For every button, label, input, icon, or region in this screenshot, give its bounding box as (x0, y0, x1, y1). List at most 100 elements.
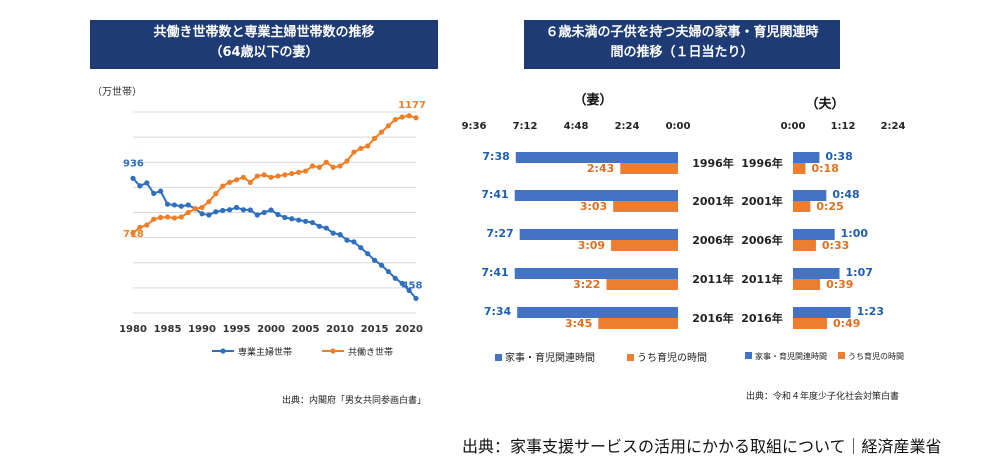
data-point-full_time_housewife (144, 180, 150, 186)
data-point-full_time_housewife (302, 218, 309, 224)
wife-axis-tick: 9:36 (462, 121, 487, 132)
data-point-full_time_housewife (220, 207, 226, 214)
wife-year-label: 2001年 (692, 194, 734, 208)
line-chart: （万世帯） 1980 1985 1990 1995 2000 2005 2010 2015 202… (92, 85, 426, 358)
data-point-full_time_housewife (137, 183, 143, 189)
husband-year-label: 2011年 (741, 272, 783, 286)
x-tick-label: 1980 (119, 324, 147, 335)
x-tick-label: 2005 (292, 324, 320, 335)
husband-year-label: 1996年 (741, 156, 783, 170)
husband-childcare-bar (793, 201, 811, 212)
data-point-dual_income (130, 230, 136, 236)
wife-total-label: 7:41 (481, 266, 508, 279)
wife-total-bar (514, 190, 678, 201)
data-point-full_time_housewife (233, 204, 240, 211)
data-point-dual_income (171, 215, 178, 221)
right-title-line1: ６歳未満の子供を持つ夫婦の家事・育児関連時 (545, 25, 819, 40)
data-point-full_time_housewife (130, 175, 136, 181)
wife-childcare-bar (611, 240, 678, 251)
data-point-full_time_housewife (158, 188, 164, 194)
x-tick-label: 1995 (223, 324, 251, 335)
data-point-full_time_housewife (316, 223, 322, 229)
data-point-dual_income (358, 145, 364, 152)
husband-childcare-bar (793, 279, 821, 290)
husband-childcare-label: 0:25 (816, 200, 843, 213)
wife-childcare-label: 3:03 (580, 200, 607, 213)
left-chart-title: 共働き世帯数と専業主婦世帯数の推移 （64歳以下の妻） (90, 20, 438, 69)
husband-axis-tick: 0:00 (781, 121, 806, 132)
wife-total-bar (514, 268, 678, 279)
data-point-dual_income (164, 214, 171, 220)
wife-year-label: 1996年 (692, 156, 734, 170)
husband-legend-swatch (745, 352, 752, 359)
legend-label-dual_income: 共働き世帯 (348, 346, 393, 358)
legend-marker-dual_income (330, 348, 336, 354)
wife-childcare-bar (606, 279, 678, 290)
data-point-dual_income (344, 158, 350, 164)
data-point-dual_income (220, 183, 226, 189)
wife-childcare-bar (598, 318, 678, 329)
data-point-full_time_housewife (385, 268, 391, 275)
right-source: 出典：令和４年度少子化社会対策白書 (746, 392, 900, 402)
data-point-dual_income (158, 214, 164, 221)
data-point-dual_income (199, 204, 205, 211)
husband-total-label: 1:07 (846, 266, 873, 279)
data-point-full_time_housewife (330, 230, 336, 236)
data-point-dual_income (296, 169, 302, 175)
data-point-dual_income (137, 224, 143, 230)
start-value-label-full_time_housewife: 936 (123, 158, 144, 169)
data-point-dual_income (192, 206, 198, 212)
husband-childcare-bar (793, 318, 828, 329)
page-footer-source: 出典：家事支援サービスの活用にかかる取組について｜経済産業省 (462, 437, 942, 456)
husband-total-bar (793, 152, 820, 163)
data-point-dual_income (247, 179, 253, 185)
data-point-full_time_housewife (282, 214, 288, 221)
right-title-line2: 間の推移（１日当たり） (610, 45, 754, 60)
data-point-dual_income (413, 115, 419, 121)
wife-legend-swatch (627, 354, 634, 361)
wife-childcare-bar (620, 163, 678, 174)
data-point-dual_income (268, 174, 274, 180)
data-point-full_time_housewife (178, 203, 184, 209)
husband-legend-label: うち育児の時間 (848, 351, 904, 361)
husband-childcare-label: 0:18 (812, 162, 839, 175)
end-value-label-full_time_housewife: 458 (402, 280, 423, 291)
x-tick-label: 1985 (154, 324, 182, 335)
legend-label-full_time_housewife: 専業主婦世帯 (238, 346, 292, 358)
husband-panel-title: （夫） (805, 96, 844, 112)
data-point-full_time_housewife (413, 295, 419, 302)
data-point-full_time_housewife (213, 209, 219, 215)
data-point-full_time_housewife (247, 207, 253, 213)
data-point-full_time_housewife (399, 280, 405, 286)
data-point-full_time_housewife (289, 216, 295, 222)
wife-childcare-bar (613, 201, 678, 212)
data-point-full_time_housewife (406, 287, 412, 293)
wife-axis-tick: 2:24 (615, 121, 640, 132)
husband-axis-tick: 2:24 (881, 121, 906, 132)
wife-total-bar (519, 229, 678, 240)
husband-childcare-label: 0:33 (822, 239, 849, 252)
data-point-full_time_housewife (275, 211, 281, 218)
wife-childcare-label: 3:09 (578, 239, 605, 252)
left-source: 出典：内閣府「男女共同参画白書」 (282, 396, 427, 406)
x-tick-label: 1990 (188, 324, 216, 335)
data-point-full_time_housewife (296, 217, 302, 223)
data-point-full_time_housewife (337, 232, 343, 238)
data-point-dual_income (185, 209, 191, 216)
wife-childcare-label: 3:45 (565, 317, 592, 330)
data-point-full_time_housewife (371, 257, 378, 263)
husband-total-label: 0:48 (832, 188, 859, 201)
x-tick-label: 2010 (326, 324, 354, 335)
data-point-full_time_housewife (351, 239, 357, 245)
data-point-full_time_housewife (240, 207, 247, 213)
data-point-full_time_housewife (309, 219, 316, 226)
data-point-dual_income (240, 174, 247, 180)
wife-year-label: 2011年 (692, 272, 734, 286)
data-point-dual_income (406, 113, 412, 119)
wife-axis-tick: 0:00 (666, 121, 691, 132)
data-point-full_time_housewife (227, 207, 233, 213)
data-point-dual_income (351, 149, 357, 155)
husband-year-label: 2006年 (741, 233, 783, 247)
husband-total-bar (793, 229, 835, 240)
wife-total-label: 7:38 (482, 150, 509, 163)
